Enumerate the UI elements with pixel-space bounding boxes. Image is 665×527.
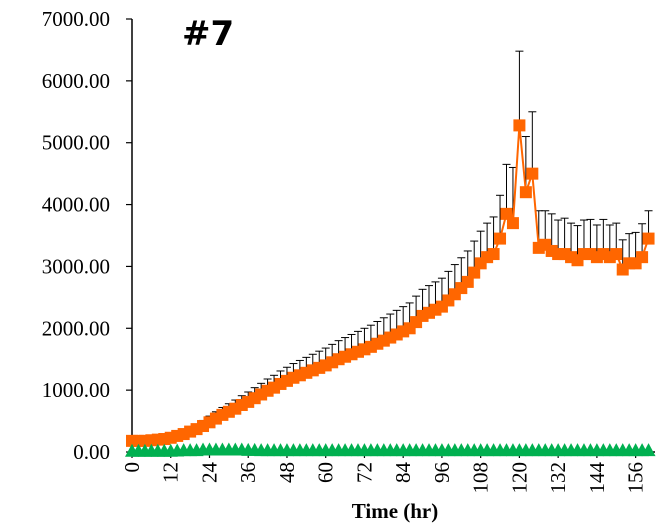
data-point <box>552 248 565 261</box>
series-line-0 <box>132 125 650 442</box>
x-tick-label: 60 <box>314 462 338 483</box>
y-tick-label: 7000.00 <box>42 7 110 31</box>
x-tick-label: 120 <box>507 462 531 494</box>
x-tick-label: 108 <box>469 462 493 494</box>
y-tick-label: 3000.00 <box>42 254 110 278</box>
chart-title: #7 <box>182 14 234 54</box>
data-point <box>519 186 532 199</box>
x-axis-label: Time (hr) <box>352 499 439 523</box>
data-point <box>500 207 513 220</box>
series-lines <box>132 125 650 452</box>
data-point <box>461 275 474 288</box>
x-tick-label: 96 <box>430 462 454 483</box>
data-point <box>642 232 655 245</box>
data-point <box>597 248 610 261</box>
series-markers <box>125 119 656 457</box>
x-tick-label: 84 <box>391 462 415 484</box>
x-ticks: 0 12 24 36 48 60 72 84 96 108 120 132 144 156 <box>120 452 648 494</box>
data-point <box>577 248 590 261</box>
x-tick-label: 144 <box>585 462 609 494</box>
y-tick-label: 5000.00 <box>42 131 110 155</box>
data-point <box>506 217 519 230</box>
y-tick-label: 6000.00 <box>42 69 110 93</box>
x-tick-label: 36 <box>236 462 260 483</box>
data-point <box>558 248 571 261</box>
x-tick-label: 0 <box>120 462 144 473</box>
data-point <box>610 248 623 261</box>
data-point <box>513 119 526 132</box>
data-point <box>487 248 500 261</box>
data-point <box>526 167 539 180</box>
data-point <box>468 266 481 279</box>
data-point <box>584 248 597 261</box>
x-tick-label: 132 <box>546 462 570 494</box>
x-tick-label: 24 <box>197 462 221 484</box>
y-tick-label: 1000.00 <box>42 378 110 402</box>
y-ticks: 0.00 1000.00 2000.00 3000.00 4000.00 5000.00 6… <box>42 7 132 464</box>
axes <box>131 19 655 453</box>
y-tick-label: 4000.00 <box>42 193 110 217</box>
x-tick-label: 12 <box>159 462 183 483</box>
x-tick-label: 72 <box>352 462 376 483</box>
y-tick-label: 0.00 <box>73 440 110 464</box>
x-tick-label: 156 <box>624 462 648 494</box>
data-point <box>636 251 649 264</box>
data-point <box>494 232 507 245</box>
x-tick-label: 48 <box>275 462 299 483</box>
error-bars <box>160 50 653 440</box>
data-point <box>641 443 656 457</box>
y-tick-label: 2000.00 <box>42 316 110 340</box>
